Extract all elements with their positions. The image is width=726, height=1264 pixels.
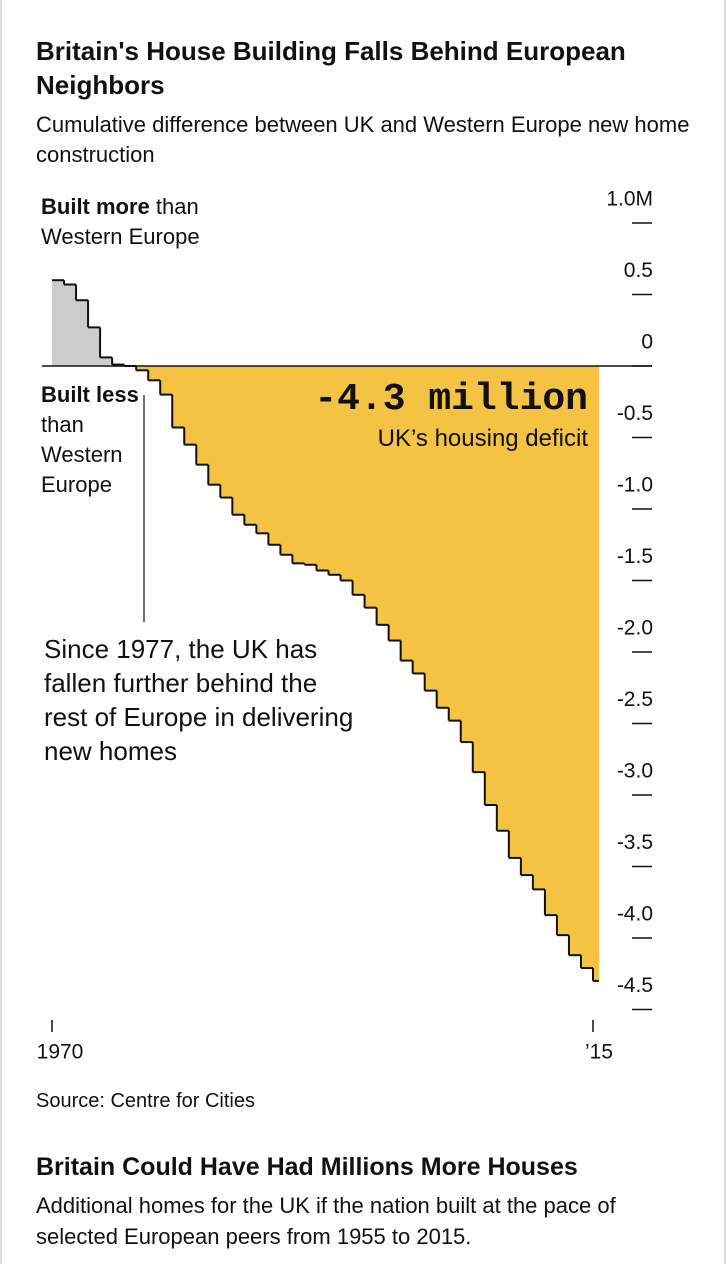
area-step <box>328 366 341 575</box>
y-tick-label: -1.5 <box>617 545 653 568</box>
area-step <box>388 366 401 641</box>
note: Since 1977, the UK has fallen further be… <box>44 632 364 768</box>
y-tick-label: -0.5 <box>617 402 653 425</box>
area-step <box>508 366 522 858</box>
section-title: Britain Could Have Had Millions More Hou… <box>36 1153 578 1181</box>
area-step <box>172 366 185 428</box>
y-tick-label: -1.0 <box>617 474 653 497</box>
area-step <box>88 327 101 366</box>
deficit-value: -4.3 million <box>314 378 588 421</box>
label-text: than Western Europe <box>41 194 200 249</box>
area-step <box>412 366 425 674</box>
area-step <box>136 366 149 371</box>
area-step <box>532 366 546 890</box>
area-step <box>472 366 486 773</box>
x-tick-label: ’15 <box>585 1041 613 1064</box>
area-step <box>436 366 450 708</box>
built-more-label: Built more than Western Europe <box>41 192 241 252</box>
area-step <box>460 366 474 743</box>
area-step <box>352 366 365 595</box>
area-step <box>148 366 161 381</box>
y-tick-label: 0.5 <box>624 259 653 282</box>
chart-subtitle: Cumulative difference between UK and Wes… <box>36 112 690 167</box>
area-step <box>160 366 173 395</box>
label-bold: Built more <box>41 194 150 219</box>
y-tick-label: 0 <box>641 331 653 354</box>
x-tick-label: 1970 <box>37 1041 84 1064</box>
area-step <box>304 366 317 565</box>
area-step <box>292 366 305 564</box>
deficit-label: UK’s housing deficit <box>377 425 588 452</box>
area-step <box>244 366 257 525</box>
area-step <box>268 366 281 545</box>
area-step <box>568 366 582 956</box>
area-step <box>340 366 353 581</box>
area-step <box>100 357 113 366</box>
area-step <box>580 366 594 969</box>
area-step <box>220 366 233 498</box>
built-less-label: Built less than Western Europe <box>41 380 141 500</box>
area-step <box>52 280 65 366</box>
y-tick-label: -3.0 <box>617 760 653 783</box>
chart-title: Britain's House Building Falls Behind Eu… <box>36 36 626 100</box>
y-tick-label: -4.0 <box>617 903 653 926</box>
label-bold: Built less <box>41 382 139 407</box>
area-step <box>593 366 600 981</box>
source: Source: Centre for Cities <box>36 1090 255 1112</box>
area-step <box>376 366 389 625</box>
area-step <box>64 284 77 366</box>
label-text: than Western Europe <box>41 412 123 497</box>
area-step <box>400 366 413 661</box>
y-tick-label: -2.0 <box>617 617 653 640</box>
area-step <box>208 366 221 485</box>
area-step <box>448 366 462 721</box>
area-step <box>556 366 570 936</box>
area-step <box>496 366 510 831</box>
area-step <box>484 366 498 806</box>
area-step <box>364 366 377 608</box>
area-step <box>76 300 89 366</box>
y-tick-label: -4.5 <box>617 974 653 997</box>
y-tick-label: -2.5 <box>617 688 653 711</box>
area-step <box>196 366 209 465</box>
area-step <box>184 366 197 445</box>
y-tick-label: 1.0M <box>606 188 653 211</box>
area-step <box>544 366 558 916</box>
area-step <box>316 366 329 571</box>
area-step <box>232 366 245 515</box>
area-step <box>256 366 269 534</box>
y-tick-label: -3.5 <box>617 831 653 854</box>
area-step <box>424 366 438 691</box>
section-subtitle: Additional homes for the UK if the natio… <box>36 1193 616 1249</box>
area-step <box>520 366 534 876</box>
area-step <box>280 366 293 555</box>
